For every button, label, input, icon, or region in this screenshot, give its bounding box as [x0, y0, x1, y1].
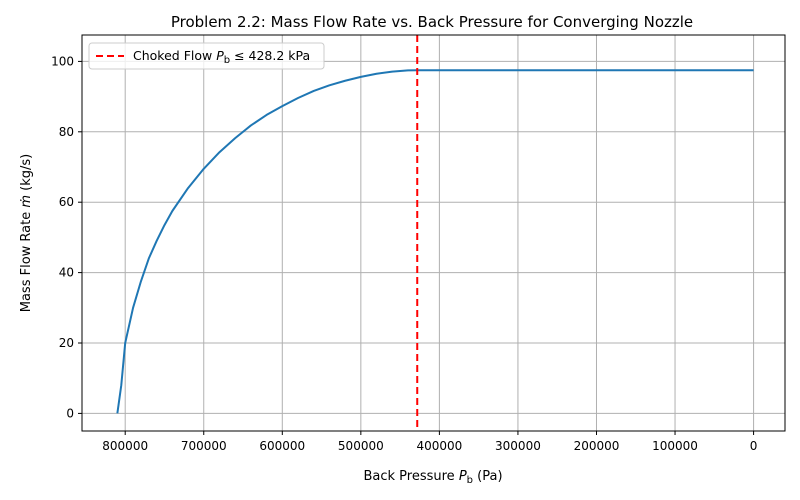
x-tick-label: 500000 [338, 439, 384, 453]
plot-frame [81, 34, 786, 432]
y-axis-label-prefix: Mass Flow Rate [19, 208, 34, 313]
legend-label-symbol: P [216, 48, 224, 63]
legend-box [88, 42, 325, 70]
x-tick-label: 800000 [102, 439, 148, 453]
y-tick-label: 100 [51, 54, 74, 68]
x-tick-label: 700000 [181, 439, 227, 453]
chart-title: Problem 2.2: Mass Flow Rate vs. Back Pre… [171, 13, 693, 31]
legend-label-subscript: b [224, 55, 230, 66]
x-axis-label-prefix: Back Pressure [363, 469, 458, 484]
legend-label-prefix: Choked Flow [133, 48, 216, 63]
y-tick-label: 40 [59, 266, 74, 280]
x-axis-ticks: 800000 700000 600000 500000 400000 300000 2000… [102, 431, 757, 453]
x-axis-label-suffix: (Pa) [473, 469, 503, 484]
x-tick-label: 100000 [652, 439, 698, 453]
x-tick-label: 300000 [495, 439, 541, 453]
y-axis-label-suffix: (kg/s) [19, 154, 34, 195]
legend-label-relation: ≤ 428.2 kPa [230, 48, 310, 63]
x-tick-label: 600000 [259, 439, 305, 453]
x-axis-label: Back Pressure Pb (Pa) [363, 469, 502, 486]
x-tick-label: 400000 [416, 439, 462, 453]
y-axis-label: Mass Flow Rate ṁ (kg/s) [19, 154, 34, 313]
y-tick-label: 20 [59, 336, 74, 350]
x-axis-label-subscript: b [467, 475, 473, 486]
grid [82, 35, 785, 431]
y-axis-label-symbol: ṁ [19, 195, 34, 208]
series-layer [116, 69, 754, 414]
legend: Choked Flow Pb ≤ 428.2 kPa [88, 42, 325, 70]
legend-label-choked-flow: Choked Flow Pb ≤ 428.2 kPa [133, 48, 310, 66]
series-line-mass-flow-rate [116, 69, 754, 414]
y-axis-ticks: 0 20 40 60 80 100 [51, 54, 82, 420]
x-tick-label: 0 [750, 439, 758, 453]
y-tick-label: 60 [59, 195, 74, 209]
y-tick-label: 80 [59, 125, 74, 139]
x-tick-label: 200000 [574, 439, 620, 453]
x-axis-label-symbol: P [459, 469, 467, 484]
y-tick-label: 0 [66, 406, 74, 420]
